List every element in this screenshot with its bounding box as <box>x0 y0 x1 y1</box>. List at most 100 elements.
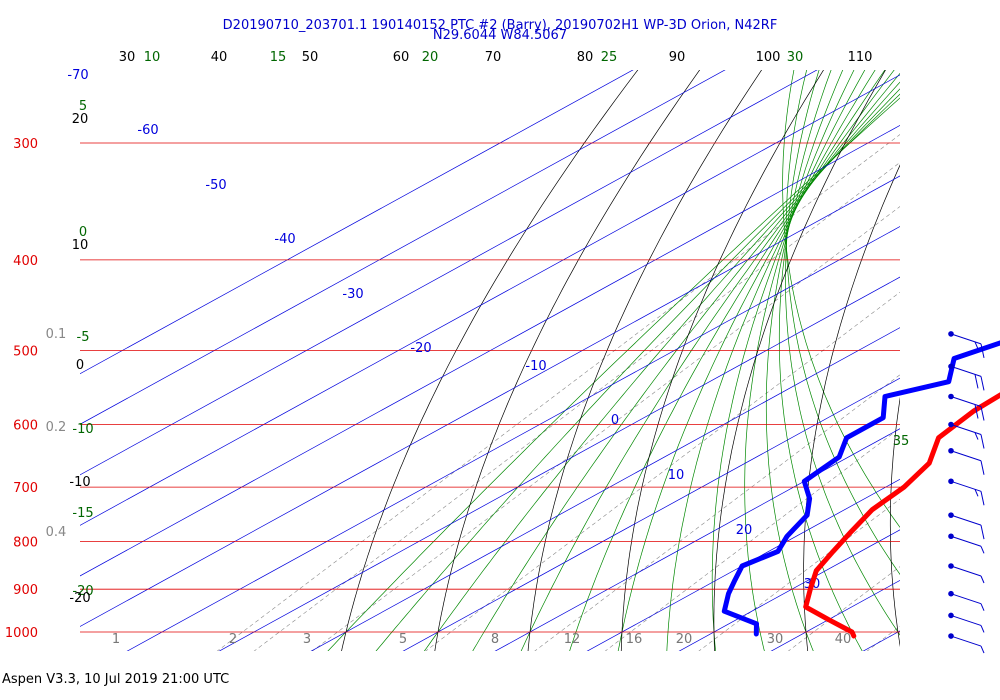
mixing-ratio-label: 5 <box>399 632 407 647</box>
top-tick-label: 30 <box>119 50 136 65</box>
isotherm-label: -40 <box>274 232 295 247</box>
dry-adiabat-label: 20 <box>72 112 89 127</box>
top-tick-label: 110 <box>848 50 873 65</box>
mixing-ratio-line <box>967 69 1000 652</box>
mixing-ratio-label: 40 <box>835 632 852 647</box>
mixing-ratio-label: 0.1 <box>46 327 67 342</box>
isotherm-line <box>80 74 900 526</box>
wind-barb <box>948 421 985 449</box>
pressure-label: 300 <box>13 137 38 152</box>
moist-adiabat-label: -10 <box>72 422 93 437</box>
isotherm-line <box>770 579 900 651</box>
isotherm-line <box>80 70 726 425</box>
top-tick-label: 40 <box>211 50 228 65</box>
dry-adiabats <box>341 69 1000 652</box>
wind-barb-staff <box>950 396 982 407</box>
isotherm-line <box>310 327 900 651</box>
isotherm-line <box>402 377 900 651</box>
mixing-ratio-label: 8 <box>491 632 499 647</box>
wind-barb-flag <box>980 460 985 475</box>
wind-barb-flag <box>980 434 985 449</box>
mixing-ratio-line <box>534 374 900 651</box>
top-tick-label: 70 <box>485 50 502 65</box>
wind-barb-flag <box>974 489 979 497</box>
dry-adiabat <box>341 70 639 651</box>
top-moist-label: 30 <box>787 50 804 65</box>
isotherm-label: 20 <box>736 523 753 538</box>
isobars <box>80 142 900 633</box>
wind-barb-flag <box>980 376 985 391</box>
mixing-ratio-line <box>866 625 900 651</box>
moist-adiabat <box>782 70 900 528</box>
isotherm-label: 0 <box>611 413 619 428</box>
moist-adiabat-label: 0 <box>79 225 87 240</box>
isotherm-label: -50 <box>205 178 226 193</box>
mixing-ratio-line <box>311 206 900 651</box>
chart-subtitle: N29.6044 W84.5067 <box>432 28 568 43</box>
moist-adiabats <box>327 70 900 651</box>
wind-barb <box>948 512 985 540</box>
wind-barb-staff <box>950 424 982 435</box>
wind-barb <box>948 478 985 506</box>
dry-adiabat <box>527 70 762 651</box>
mixing-ratio-line <box>787 566 900 651</box>
wind-barb <box>948 393 985 421</box>
wind-barb-staff <box>950 333 982 345</box>
dry-adiabat <box>620 70 824 651</box>
isotherm-line <box>80 70 634 375</box>
wind-barb-flag <box>974 432 979 440</box>
dry-adiabat-label: -10 <box>69 475 90 490</box>
dry-adiabat-label: 10 <box>72 238 89 253</box>
isotherm-line <box>954 69 1000 652</box>
moist-adiabat <box>327 97 900 651</box>
isotherm-line <box>218 276 900 651</box>
mixing-ratio-label: 16 <box>626 632 643 647</box>
wind-barb-flag <box>980 625 985 633</box>
wind-barb <box>948 563 985 584</box>
moist-adiabat <box>765 70 844 651</box>
top-moist-label: 15 <box>270 50 287 65</box>
moist-adiabat <box>785 70 900 576</box>
wind-barb-flag <box>980 603 985 611</box>
moist-adiabat <box>569 70 895 651</box>
mixing-ratio-label: 0.4 <box>46 525 67 540</box>
wind-barbs <box>948 331 985 654</box>
dewpoint-profile <box>721 340 1000 637</box>
chart-title: D20190710_203701.1 190140152 PTC #2 (Bar… <box>222 18 778 33</box>
isotherm-label: -30 <box>342 287 363 302</box>
dry-adiabat <box>974 69 1000 652</box>
moist-adiabat-label: -5 <box>77 330 90 345</box>
wind-barb-staff <box>950 614 982 626</box>
moist-adiabat-label: 5 <box>79 99 87 114</box>
wind-barb-staff <box>950 535 982 547</box>
wind-barb <box>948 363 985 391</box>
isotherm-line <box>586 478 900 651</box>
mixing-ratio-line <box>604 427 900 651</box>
dry-adiabat <box>713 70 886 651</box>
wind-barb-flag <box>980 406 985 421</box>
mixing-ratio-label: 12 <box>564 632 581 647</box>
moist-adiabat <box>666 70 876 651</box>
isotherms <box>80 69 1000 652</box>
top-tick-label: 100 <box>756 50 781 65</box>
dry-adiabat <box>434 70 701 651</box>
isotherm-label: -60 <box>137 123 158 138</box>
mixing-ratio-lines <box>216 69 1000 652</box>
pressure-label: 400 <box>13 254 38 269</box>
moist-adiabat <box>617 70 886 651</box>
wind-barb <box>948 612 985 633</box>
dry-adiabat-label: 0 <box>76 358 84 373</box>
top-tick-label: 80 <box>577 50 594 65</box>
wind-barb-staff <box>950 565 982 577</box>
top-moist-label: 10 <box>144 50 161 65</box>
mixing-ratio-label: 1 <box>112 632 120 647</box>
moist-adiabat <box>423 88 900 651</box>
mixing-ratio-line <box>698 498 900 651</box>
dry-adiabat <box>889 396 900 648</box>
wind-barb-flag <box>980 575 985 584</box>
wind-barb-staff <box>950 635 982 647</box>
sounding-profiles <box>721 340 1000 639</box>
wind-barb-flag <box>980 343 985 358</box>
